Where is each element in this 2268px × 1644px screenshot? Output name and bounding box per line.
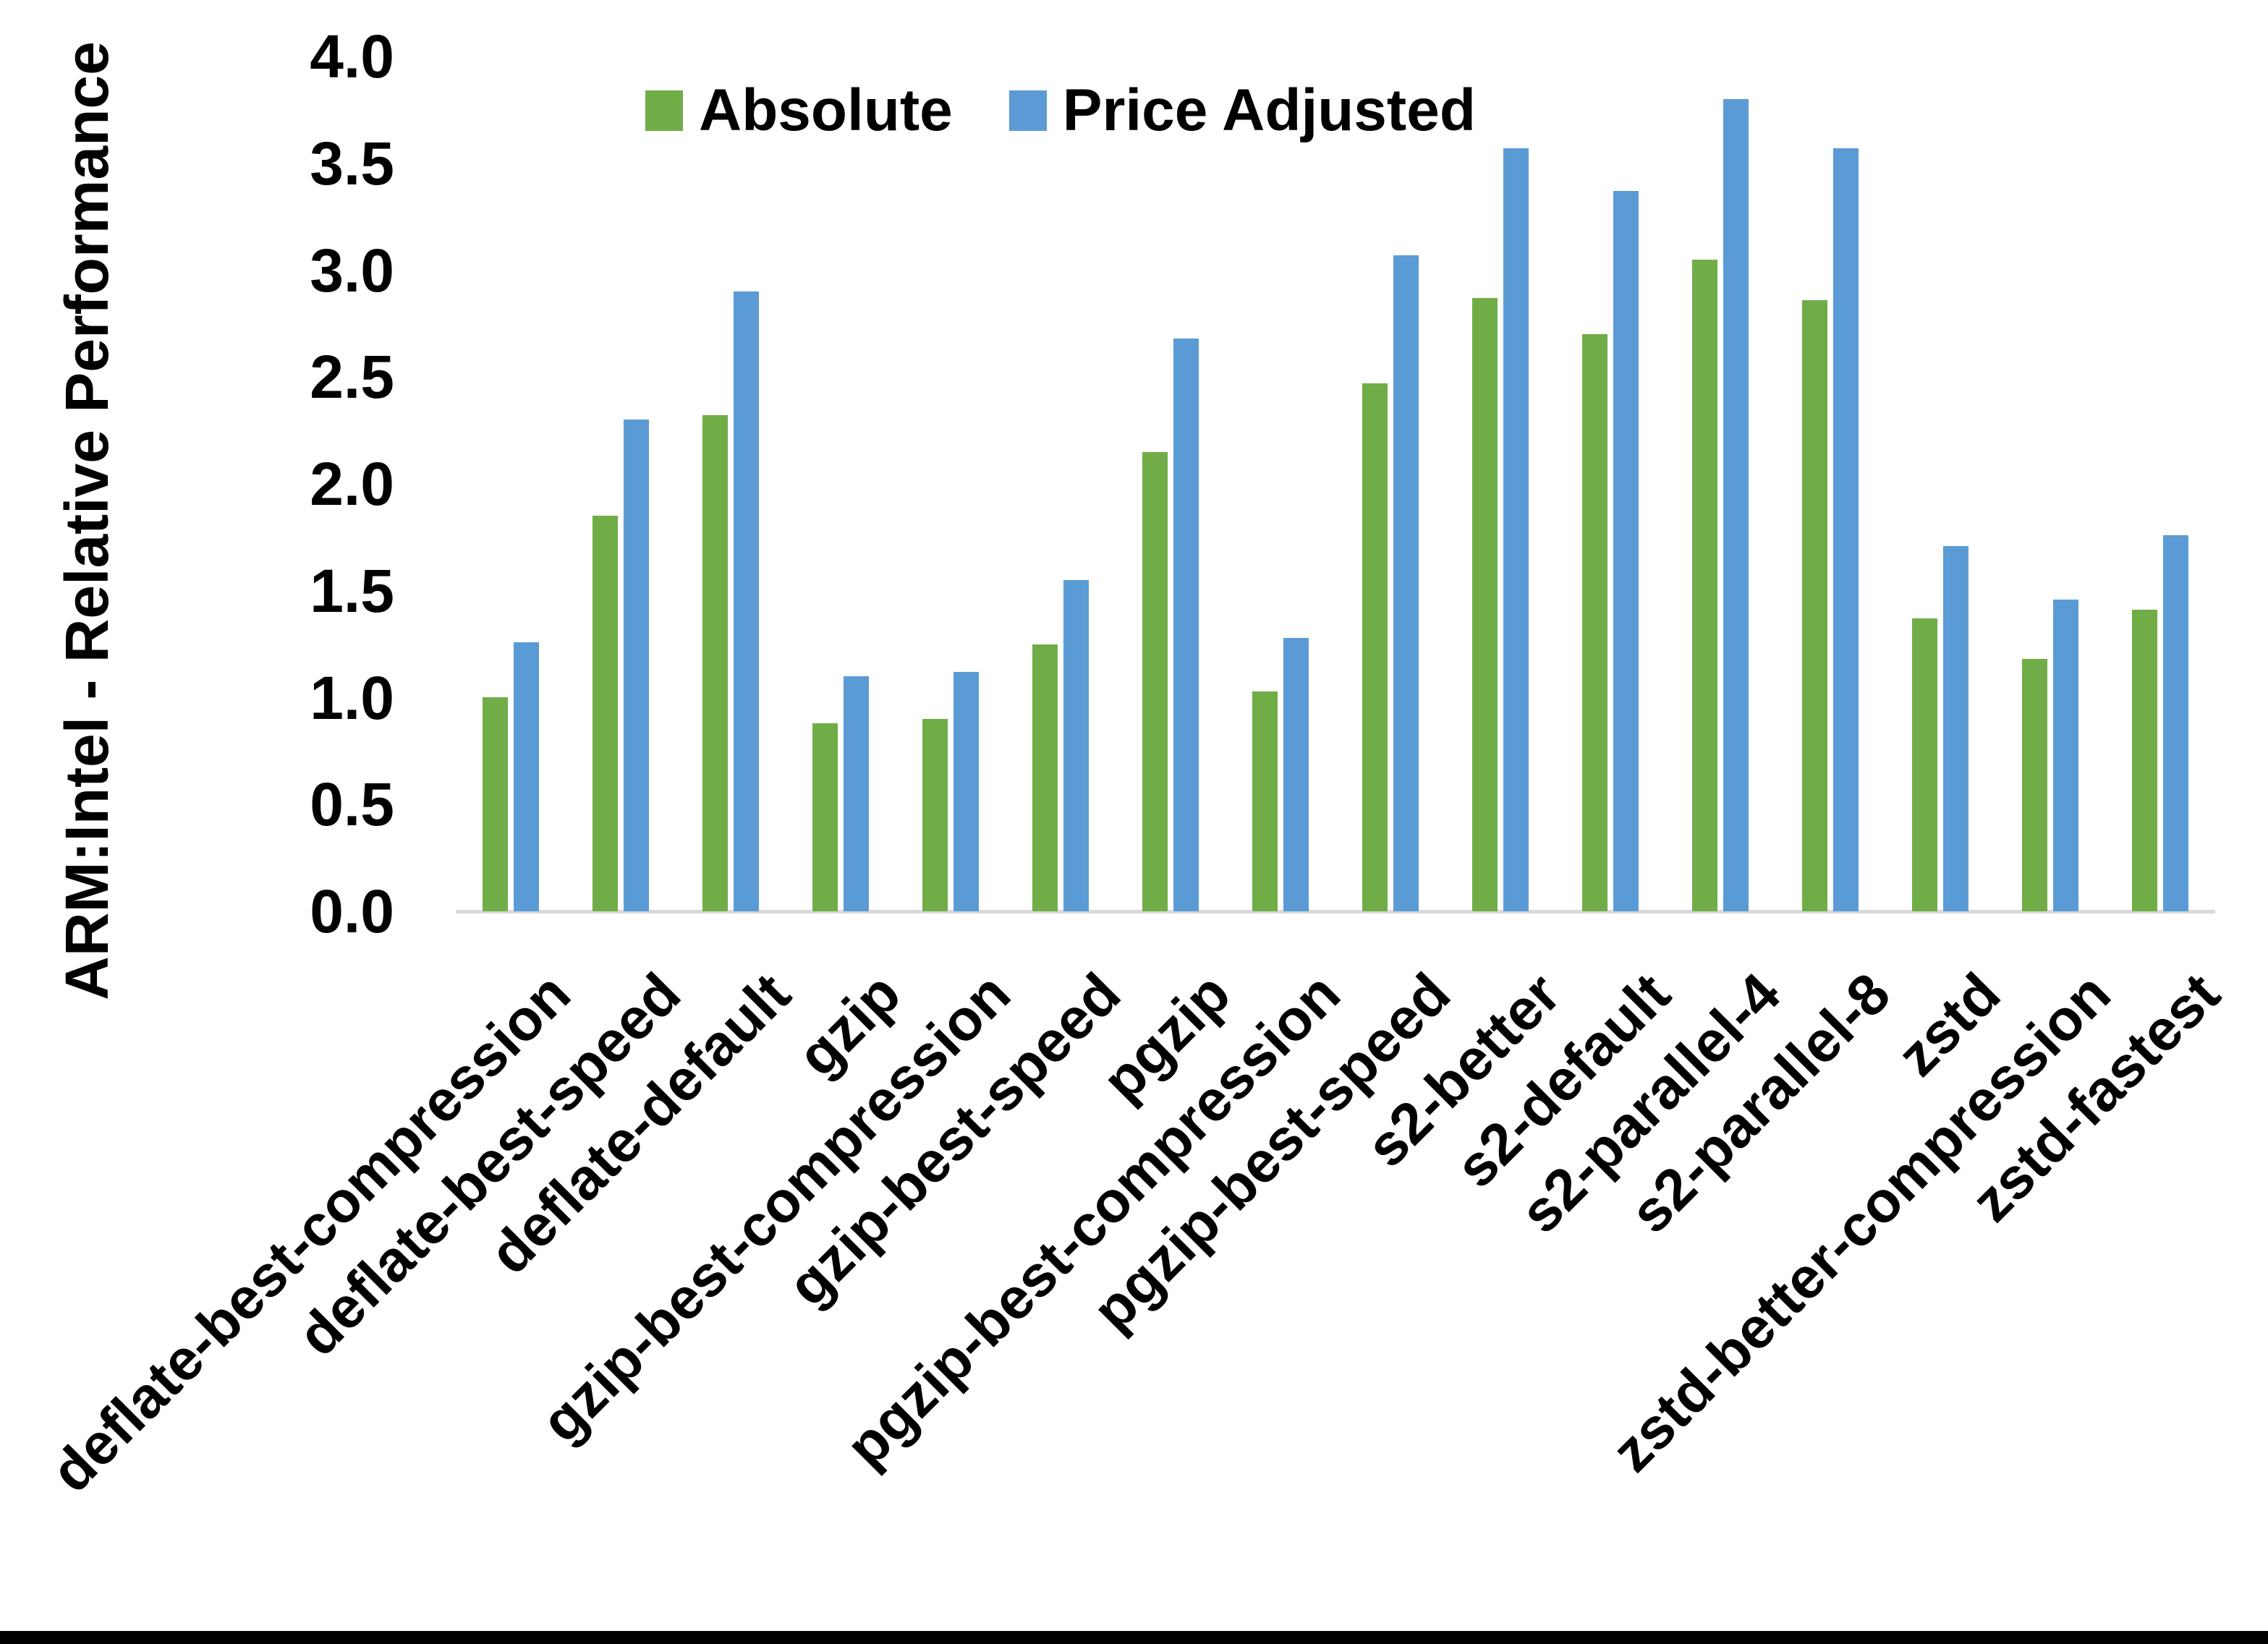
bar-absolute-deflate-default [702,415,728,911]
x-axis-line [456,910,2215,913]
bar-price-adjusted-gzip [844,676,869,911]
bar-price-adjusted-zstd-fastest [2163,535,2188,911]
bar-absolute-pgzip [1142,452,1168,911]
bar-price-adjusted-deflate-best-speed [624,419,649,911]
bar-absolute-deflate-best-compression [483,697,508,911]
bar-absolute-s2-better [1472,298,1498,911]
legend-swatch-absolute [645,90,683,131]
bar-absolute-zstd-fastest [2132,610,2157,911]
bar-absolute-s2-parallel-4 [1692,260,1717,911]
bar-price-adjusted-zstd [1943,546,1968,911]
bar-price-adjusted-s2-parallel-8 [1833,148,1859,911]
bar-price-adjusted-s2-parallel-4 [1723,99,1749,911]
y-tick-label-2.5: 2.5 [310,343,394,412]
bar-price-adjusted-deflate-best-compression [514,642,539,911]
bar-price-adjusted-pgzip-best-speed [1393,255,1419,911]
legend-item-absolute: Absolute [645,81,953,140]
y-tick-label-1.0: 1.0 [310,663,394,732]
bar-price-adjusted-pgzip-best-compression [1283,638,1309,911]
bar-absolute-pgzip-best-speed [1362,383,1388,911]
y-tick-label-1.5: 1.5 [310,556,394,625]
legend-label-absolute: Absolute [699,77,953,143]
bar-absolute-s2-default [1582,334,1607,911]
bar-absolute-deflate-best-speed [593,516,618,911]
legend-label-price-adjusted: Price Adjusted [1062,77,1476,143]
bar-absolute-gzip [812,723,838,911]
y-tick-label-0.0: 0.0 [310,877,394,945]
y-tick-label-3.0: 3.0 [310,236,394,304]
legend: Absolute Price Adjusted [645,81,1476,140]
bar-price-adjusted-s2-default [1613,191,1639,911]
y-tick-label-3.5: 3.5 [310,129,394,197]
bar-absolute-zstd [1912,618,1937,911]
bar-absolute-pgzip-best-compression [1252,691,1278,911]
legend-item-price-adjusted: Price Adjusted [1008,77,1476,143]
bar-absolute-gzip-best-speed [1032,644,1058,911]
bar-price-adjusted-s2-better [1503,148,1529,911]
bar-absolute-s2-parallel-8 [1802,300,1827,911]
bar-price-adjusted-deflate-default [734,291,759,911]
bar-absolute-gzip-best-compression [922,719,948,911]
y-tick-label-2.0: 2.0 [310,450,394,518]
bottom-rule [0,1631,2268,1644]
y-tick-label-4.0: 4.0 [310,22,394,90]
bar-price-adjusted-gzip-best-speed [1063,580,1089,911]
bar-price-adjusted-gzip-best-compression [954,672,979,911]
legend-swatch-price-adjusted [1008,90,1047,131]
y-tick-label-0.5: 0.5 [310,770,394,839]
bar-price-adjusted-pgzip [1173,338,1199,911]
bar-absolute-zstd-better-compression [2022,659,2047,911]
bar-price-adjusted-zstd-better-compression [2053,600,2078,911]
